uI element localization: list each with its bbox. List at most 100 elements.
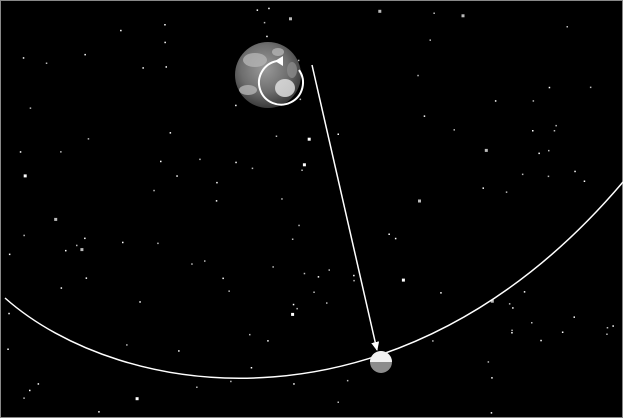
star [417, 74, 419, 77]
star [388, 233, 390, 235]
star [142, 67, 144, 69]
star [266, 35, 268, 38]
star [313, 291, 315, 293]
star [204, 260, 206, 262]
star [484, 148, 488, 152]
star [303, 272, 306, 275]
star [230, 380, 232, 383]
star [433, 12, 435, 14]
star [23, 397, 25, 399]
star [8, 253, 11, 256]
star [235, 104, 237, 107]
star [126, 344, 128, 346]
star [574, 170, 576, 173]
star [228, 290, 230, 292]
star [532, 130, 534, 132]
star [487, 361, 490, 363]
star [566, 26, 568, 28]
star [547, 175, 550, 178]
star [432, 340, 434, 342]
star [268, 7, 270, 10]
star [65, 249, 67, 252]
star [337, 401, 339, 403]
star [606, 327, 609, 329]
star [157, 242, 159, 245]
star [561, 331, 564, 333]
star [84, 53, 86, 56]
star [293, 383, 295, 385]
star [60, 151, 62, 153]
star [573, 316, 575, 318]
star [22, 57, 25, 59]
star [555, 124, 557, 127]
star [291, 238, 294, 240]
star [461, 14, 465, 18]
star [191, 263, 193, 265]
star [98, 411, 100, 413]
star [23, 174, 27, 178]
star [297, 59, 300, 62]
moon-orbit [4, 181, 623, 379]
star [199, 158, 201, 161]
star [326, 302, 328, 304]
star [337, 133, 339, 135]
star [531, 322, 533, 324]
star [250, 367, 253, 369]
star [353, 279, 355, 282]
star [256, 9, 259, 11]
star [164, 41, 166, 44]
star [346, 379, 349, 382]
star [583, 180, 586, 182]
star [423, 115, 426, 117]
star [453, 129, 455, 131]
star [299, 98, 302, 101]
star [235, 161, 237, 164]
star [120, 29, 122, 32]
star [80, 248, 84, 252]
star [491, 377, 493, 379]
star [85, 277, 88, 279]
star [378, 9, 382, 13]
star [512, 307, 514, 309]
star [521, 173, 524, 176]
earth [235, 42, 301, 108]
star [196, 386, 198, 388]
rotation-arrow-head [275, 56, 283, 66]
star [87, 138, 90, 140]
star [54, 217, 58, 221]
star [8, 312, 10, 315]
star [263, 21, 266, 24]
star [490, 412, 493, 414]
star [216, 181, 218, 184]
star [215, 200, 218, 202]
star [508, 303, 511, 305]
star [289, 17, 292, 21]
star [302, 163, 306, 167]
star [505, 191, 508, 193]
star [135, 397, 139, 401]
star [301, 169, 303, 171]
star [292, 303, 295, 306]
star [222, 277, 224, 280]
star [281, 198, 283, 200]
star [606, 333, 608, 335]
star [37, 383, 40, 385]
star [440, 292, 442, 294]
star [178, 350, 180, 352]
star [23, 234, 25, 237]
star [272, 266, 274, 268]
star [538, 152, 540, 155]
star [298, 224, 300, 227]
star [45, 62, 48, 64]
star-field [7, 7, 614, 414]
star [84, 237, 86, 240]
star [122, 241, 124, 244]
star [19, 151, 22, 153]
star [249, 333, 251, 336]
star [612, 325, 614, 327]
star [7, 348, 9, 350]
star [548, 149, 550, 152]
star [291, 312, 295, 316]
star [307, 137, 311, 141]
